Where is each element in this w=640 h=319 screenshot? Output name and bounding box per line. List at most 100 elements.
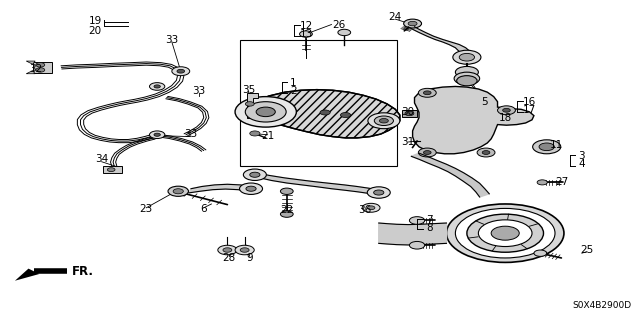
Text: 3: 3 (579, 151, 585, 161)
Circle shape (410, 241, 425, 249)
Circle shape (453, 50, 481, 64)
Circle shape (477, 148, 495, 157)
Text: 27: 27 (555, 177, 568, 187)
Circle shape (368, 113, 400, 129)
Text: 9: 9 (246, 253, 253, 263)
Circle shape (239, 183, 262, 195)
Text: 7: 7 (426, 215, 433, 225)
Circle shape (408, 21, 417, 26)
Text: 5: 5 (481, 97, 488, 107)
Circle shape (367, 206, 375, 210)
Circle shape (280, 211, 293, 217)
Circle shape (154, 85, 161, 88)
Text: 12: 12 (300, 21, 312, 31)
Circle shape (374, 190, 384, 195)
Circle shape (340, 113, 351, 118)
Circle shape (172, 67, 189, 76)
Circle shape (419, 88, 436, 97)
Circle shape (467, 214, 543, 252)
Circle shape (447, 204, 564, 263)
Circle shape (173, 189, 183, 194)
Text: 22: 22 (280, 205, 293, 215)
Circle shape (246, 186, 256, 191)
Polygon shape (408, 27, 472, 55)
Circle shape (240, 248, 249, 252)
Circle shape (460, 53, 474, 61)
Text: 24: 24 (388, 11, 402, 22)
Circle shape (320, 110, 330, 115)
Text: 28: 28 (223, 253, 236, 263)
Text: 17: 17 (523, 105, 536, 115)
Bar (240, 41, 397, 166)
Text: 31: 31 (401, 137, 415, 147)
Polygon shape (255, 90, 400, 138)
Text: 25: 25 (580, 245, 593, 255)
Circle shape (424, 151, 431, 154)
Text: 23: 23 (140, 204, 153, 214)
Circle shape (534, 250, 547, 256)
Text: FR.: FR. (72, 265, 94, 278)
Circle shape (457, 76, 477, 86)
Text: 20: 20 (89, 26, 102, 36)
Circle shape (404, 19, 422, 28)
Text: 33: 33 (192, 86, 205, 96)
Text: 32: 32 (29, 64, 42, 74)
Text: 16: 16 (523, 97, 536, 107)
Circle shape (405, 111, 414, 116)
Text: S0X4B2900D: S0X4B2900D (573, 301, 632, 310)
Circle shape (410, 217, 425, 224)
Text: 4: 4 (579, 159, 585, 169)
Polygon shape (255, 172, 379, 195)
Circle shape (154, 133, 161, 136)
Text: 2: 2 (290, 86, 296, 96)
Circle shape (456, 66, 478, 78)
Polygon shape (412, 153, 489, 197)
Text: 26: 26 (333, 19, 346, 30)
Text: 8: 8 (426, 223, 433, 233)
Text: 6: 6 (200, 204, 207, 214)
Text: 33: 33 (184, 129, 198, 139)
Polygon shape (15, 269, 39, 281)
Polygon shape (33, 62, 52, 73)
Circle shape (424, 91, 431, 95)
Circle shape (539, 143, 554, 151)
Text: 11: 11 (550, 140, 563, 150)
Circle shape (250, 172, 260, 177)
Text: 35: 35 (242, 85, 255, 95)
Circle shape (497, 106, 515, 115)
Text: 19: 19 (88, 16, 102, 26)
Polygon shape (246, 93, 258, 118)
Polygon shape (26, 61, 35, 64)
Circle shape (250, 131, 260, 136)
Circle shape (532, 140, 561, 154)
Circle shape (374, 116, 394, 125)
Circle shape (235, 97, 296, 127)
Polygon shape (103, 166, 122, 174)
Polygon shape (189, 184, 251, 193)
Circle shape (168, 186, 188, 196)
Circle shape (223, 248, 232, 252)
Text: 1: 1 (290, 78, 296, 88)
Circle shape (482, 151, 490, 154)
Circle shape (245, 102, 286, 122)
Text: 21: 21 (261, 131, 275, 141)
Circle shape (300, 31, 312, 37)
Circle shape (478, 220, 532, 247)
Circle shape (456, 208, 555, 258)
Circle shape (245, 102, 254, 106)
Circle shape (256, 107, 275, 117)
Circle shape (36, 68, 45, 72)
Circle shape (491, 226, 519, 240)
Text: 18: 18 (499, 113, 512, 123)
Circle shape (502, 108, 510, 112)
Circle shape (537, 180, 547, 185)
Circle shape (36, 63, 45, 67)
Circle shape (218, 245, 237, 255)
Circle shape (419, 148, 436, 157)
Circle shape (280, 188, 293, 195)
Text: 34: 34 (95, 154, 108, 165)
Circle shape (108, 168, 115, 172)
Polygon shape (413, 86, 534, 154)
Text: 36: 36 (358, 205, 371, 215)
Circle shape (150, 83, 165, 90)
